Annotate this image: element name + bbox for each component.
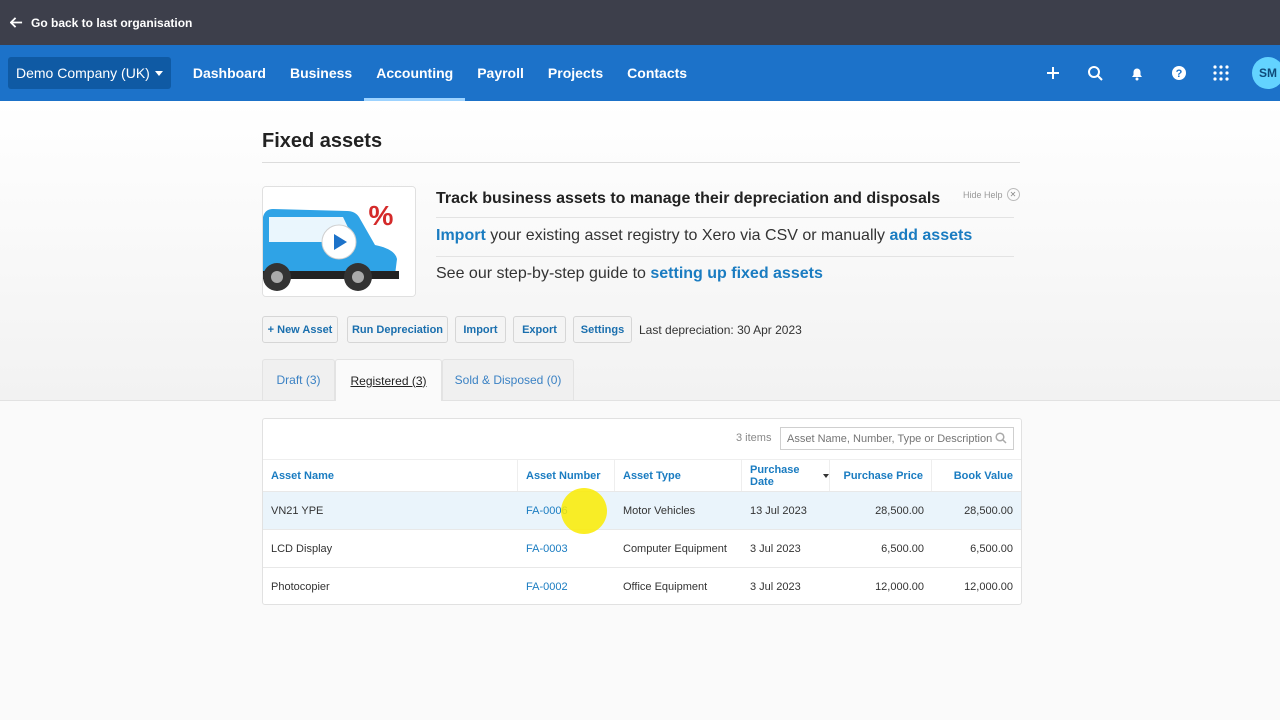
table-row[interactable]: Photocopier FA-0002 Office Equipment 3 J… [263, 567, 1021, 605]
items-count: 3 items [736, 432, 772, 444]
organisation-name: Demo Company (UK) [16, 65, 150, 81]
guide-text: See our step-by-step guide to [436, 265, 651, 282]
import-button[interactable]: Import [455, 316, 506, 343]
purchase-price-cell: 6,500.00 [881, 543, 924, 555]
table-row[interactable]: LCD Display FA-0003 Computer Equipment 3… [263, 529, 1021, 567]
table-row[interactable]: VN21 YPE FA-0006 Motor Vehicles 13 Jul 2… [263, 491, 1021, 529]
help-guide-line: See our step-by-step guide to setting up… [436, 265, 823, 283]
search-icon[interactable] [995, 432, 1007, 444]
asset-name-cell: VN21 YPE [271, 505, 324, 517]
new-asset-button[interactable]: + New Asset [262, 316, 338, 343]
settings-button[interactable]: Settings [573, 316, 632, 343]
column-asset-type[interactable]: Asset Type [615, 460, 742, 492]
book-value-cell: 28,500.00 [964, 505, 1013, 517]
nav-item-dashboard[interactable]: Dashboard [192, 65, 266, 81]
column-purchase-price[interactable]: Purchase Price [830, 460, 932, 492]
help-divider [436, 217, 1014, 218]
search-icon[interactable] [1074, 45, 1116, 101]
back-label: Go back to last organisation [31, 15, 193, 30]
column-purchase-date[interactable]: Purchase Date [742, 460, 830, 492]
import-text: your existing asset registry to Xero via… [485, 227, 890, 244]
asset-number-link[interactable]: FA-0006 [526, 505, 568, 517]
svg-text:%: % [369, 200, 394, 231]
nav-item-projects[interactable]: Projects [547, 65, 604, 81]
bell-icon[interactable] [1116, 45, 1158, 101]
help-divider [436, 256, 1014, 257]
help-import-line: Import your existing asset registry to X… [436, 227, 972, 245]
close-icon: ✕ [1006, 188, 1020, 201]
book-value-cell: 6,500.00 [970, 543, 1013, 555]
top-bar: Go back to last organisation [0, 0, 1280, 45]
svg-text:?: ? [1176, 68, 1183, 80]
tab-sold-disposed[interactable]: Sold & Disposed (0) [442, 359, 574, 400]
asset-type-cell: Office Equipment [623, 581, 708, 593]
main-nav: Demo Company (UK) Dashboard Business Acc… [0, 45, 1280, 101]
purchase-price-cell: 28,500.00 [875, 505, 924, 517]
table-header: Asset Name Asset Number Asset Type Purch… [263, 459, 1021, 492]
chevron-down-icon [154, 70, 163, 76]
avatar[interactable]: SM [1252, 57, 1280, 89]
asset-type-cell: Computer Equipment [623, 543, 727, 555]
tab-draft[interactable]: Draft (3) [262, 359, 335, 400]
help-heading: Track business assets to manage their de… [436, 190, 941, 207]
asset-number-link[interactable]: FA-0003 [526, 543, 568, 555]
asset-search-input[interactable] [780, 427, 1014, 450]
plus-icon[interactable] [1032, 45, 1074, 101]
column-purchase-date-label: Purchase Date [750, 464, 800, 488]
help-icon[interactable]: ? [1158, 45, 1200, 101]
purchase-date-cell: 13 Jul 2023 [750, 505, 807, 517]
last-depreciation-text: Last depreciation: 30 Apr 2023 [639, 323, 802, 337]
book-value-cell: 12,000.00 [964, 581, 1013, 593]
import-link[interactable]: Import [436, 227, 486, 244]
nav-item-contacts[interactable]: Contacts [627, 65, 688, 81]
column-book-value[interactable]: Book Value [953, 470, 1013, 482]
nav-actions: ? SM [1032, 45, 1280, 101]
cursor-highlight [561, 488, 607, 534]
purchase-date-cell: 3 Jul 2023 [750, 581, 801, 593]
tab-registered[interactable]: Registered (3) [335, 359, 442, 401]
nav-item-business[interactable]: Business [289, 65, 353, 81]
help-video-thumbnail[interactable]: % [262, 186, 416, 297]
nav-items: Dashboard Business Accounting Payroll Pr… [181, 45, 699, 101]
arrow-left-icon [10, 17, 23, 28]
hide-help-button[interactable]: Hide Help ✕ [963, 188, 1020, 201]
asset-number-link[interactable]: FA-0002 [526, 581, 568, 593]
export-button[interactable]: Export [513, 316, 566, 343]
add-assets-link[interactable]: add assets [889, 227, 973, 244]
hide-help-label: Hide Help [963, 189, 1003, 200]
nav-item-payroll[interactable]: Payroll [477, 65, 524, 81]
purchase-price-cell: 12,000.00 [875, 581, 924, 593]
apps-grid-icon[interactable] [1200, 45, 1242, 101]
run-depreciation-button[interactable]: Run Depreciation [347, 316, 448, 343]
setting-up-fixed-assets-link[interactable]: setting up fixed assets [650, 265, 823, 282]
asset-type-cell: Motor Vehicles [623, 505, 696, 517]
car-illustration-icon: % [263, 187, 415, 296]
sort-descending-icon [823, 474, 829, 478]
page-header-area [0, 101, 1280, 400]
purchase-date-cell: 3 Jul 2023 [750, 543, 801, 555]
asset-name-cell: Photocopier [271, 581, 330, 593]
page-title: Fixed assets [262, 130, 383, 152]
asset-name-cell: LCD Display [271, 543, 333, 555]
nav-item-accounting[interactable]: Accounting [364, 45, 466, 101]
organisation-switcher[interactable]: Demo Company (UK) [8, 57, 171, 89]
column-asset-name[interactable]: Asset Name [263, 460, 518, 492]
title-divider [262, 162, 1020, 163]
column-asset-number[interactable]: Asset Number [518, 460, 615, 492]
back-to-organisation-link[interactable]: Go back to last organisation [10, 16, 192, 30]
